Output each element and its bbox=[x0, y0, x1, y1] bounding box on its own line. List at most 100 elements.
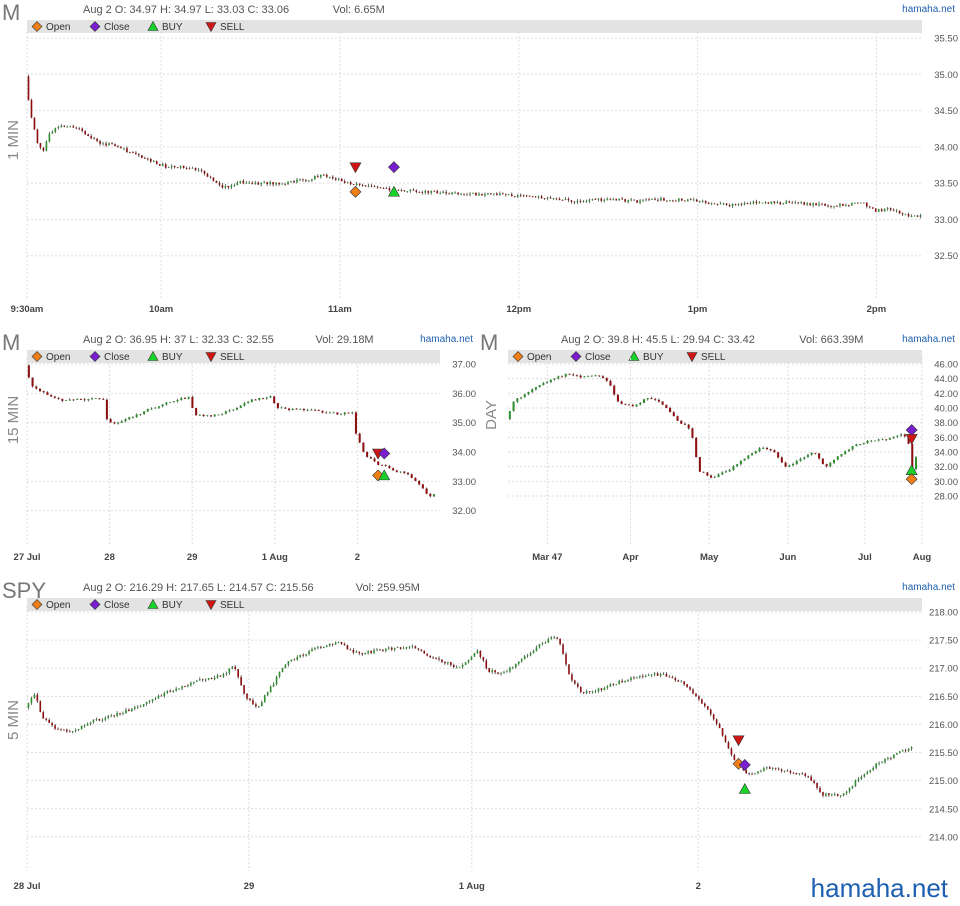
candle-body bbox=[172, 401, 175, 403]
candle-body bbox=[281, 183, 283, 185]
candle-body bbox=[178, 688, 180, 690]
legend-close-label: Close bbox=[104, 22, 130, 33]
candle-body bbox=[633, 677, 635, 679]
candle-body bbox=[68, 399, 71, 401]
candle-body bbox=[669, 407, 672, 413]
y-tick-label: 42.00 bbox=[934, 389, 958, 400]
symbol-label: SPY bbox=[2, 578, 46, 603]
candle-body bbox=[361, 185, 364, 186]
candle-body bbox=[424, 190, 427, 193]
candle-body bbox=[528, 195, 531, 197]
x-tick-label: 12pm bbox=[506, 304, 531, 315]
candle-body bbox=[857, 778, 860, 781]
candle-body bbox=[164, 164, 167, 168]
candle-body bbox=[66, 126, 69, 128]
candle-body bbox=[537, 196, 540, 198]
legend-buy-icon bbox=[628, 350, 640, 361]
candle-body bbox=[751, 773, 753, 775]
candle-body bbox=[281, 668, 284, 672]
candle-body bbox=[783, 770, 786, 772]
candle-body bbox=[824, 203, 826, 206]
candle-body bbox=[369, 456, 372, 459]
brand-link[interactable]: hamaha.net bbox=[902, 4, 955, 15]
signal-close-icon bbox=[905, 424, 918, 436]
candle-body bbox=[579, 686, 582, 693]
candle-body bbox=[848, 205, 850, 207]
candle-body bbox=[573, 201, 576, 203]
candle-body bbox=[150, 408, 153, 410]
candle-body bbox=[78, 128, 81, 130]
candle-body bbox=[358, 651, 361, 654]
candle-body bbox=[886, 208, 889, 210]
candle-body bbox=[765, 447, 768, 450]
brand-link[interactable]: hamaha.net bbox=[420, 334, 473, 345]
candle-body bbox=[249, 698, 251, 701]
candle-body bbox=[355, 183, 358, 185]
candle-body bbox=[628, 404, 631, 406]
candle-body bbox=[910, 747, 913, 749]
legend-close-icon bbox=[570, 351, 582, 362]
candle-body bbox=[48, 133, 51, 142]
legend-sell-label: SELL bbox=[220, 352, 245, 363]
candle-body bbox=[464, 662, 467, 665]
candle-body bbox=[633, 199, 635, 201]
candle-body bbox=[417, 648, 420, 650]
candle-body bbox=[615, 198, 618, 201]
candle-body bbox=[430, 190, 433, 193]
signal-open-icon bbox=[372, 469, 384, 482]
candle-body bbox=[302, 179, 304, 181]
candle-body bbox=[516, 195, 519, 197]
candle-body bbox=[870, 440, 873, 442]
candle-body bbox=[780, 457, 783, 463]
brand-link[interactable]: hamaha.net bbox=[902, 582, 955, 593]
candle-body bbox=[98, 398, 101, 399]
chart-panel-m-15min: Open Close BUY SELL M Aug 2 O: 36.95 H: 37 L:… bbox=[2, 330, 476, 563]
candle-body bbox=[691, 428, 694, 438]
candle-body bbox=[198, 679, 201, 681]
candle-body bbox=[328, 412, 331, 414]
candle-body bbox=[392, 468, 395, 471]
candle-body bbox=[710, 475, 713, 478]
candle-body bbox=[716, 203, 719, 205]
candle-body bbox=[302, 654, 304, 656]
candle-body bbox=[888, 438, 891, 440]
candle-body bbox=[272, 182, 274, 185]
candle-body bbox=[591, 199, 594, 201]
candle-body bbox=[535, 647, 538, 651]
candle-body bbox=[399, 471, 402, 473]
candle-body bbox=[161, 164, 164, 166]
candle-body bbox=[470, 656, 473, 660]
candle-body bbox=[96, 138, 98, 142]
candle-body bbox=[254, 399, 257, 401]
candle-body bbox=[534, 387, 537, 390]
candle-body bbox=[916, 215, 919, 217]
candle-body bbox=[219, 675, 222, 677]
candle-body bbox=[288, 408, 291, 411]
candle-body bbox=[806, 454, 809, 458]
candle-body bbox=[172, 690, 175, 692]
brand-link[interactable]: hamaha.net bbox=[902, 334, 955, 345]
candle-body bbox=[677, 680, 680, 682]
symbol-label: M bbox=[2, 330, 20, 355]
candle-body bbox=[358, 183, 361, 186]
candle-body bbox=[382, 187, 385, 189]
candle-body bbox=[36, 694, 39, 702]
candle-body bbox=[124, 419, 127, 422]
candle-body bbox=[255, 704, 257, 707]
candle-body bbox=[770, 201, 773, 204]
candle-body bbox=[724, 735, 727, 743]
candle-body bbox=[570, 200, 573, 202]
candle-body bbox=[361, 653, 364, 655]
candle-body bbox=[39, 143, 42, 148]
candle-body bbox=[587, 376, 590, 378]
candle-body bbox=[139, 706, 142, 708]
candle-body bbox=[425, 488, 428, 494]
candle-body bbox=[612, 684, 615, 686]
candle-body bbox=[654, 398, 657, 400]
candle-body bbox=[798, 773, 801, 775]
candle-body bbox=[810, 452, 813, 455]
footer-brand[interactable]: hamaha.net bbox=[810, 873, 948, 903]
candle-body bbox=[702, 471, 705, 473]
y-tick-label: 34.50 bbox=[934, 106, 958, 117]
